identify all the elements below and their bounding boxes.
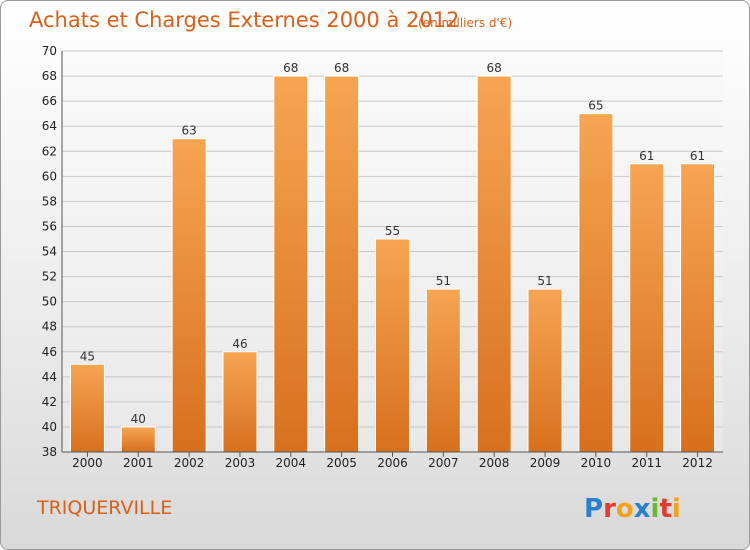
bar <box>69 363 105 453</box>
x-tick-label: 2000 <box>72 456 103 470</box>
x-tick-label: 2005 <box>326 456 357 470</box>
plot-area: 38 40 42 44 46 48 50 52 54 56 58 60 62 64 66 68 70 2000 20… <box>42 44 723 470</box>
logo-letter: o <box>616 494 634 524</box>
y-tick-label: 54 <box>42 245 57 259</box>
bar <box>578 113 614 453</box>
logo-letter: r <box>603 494 616 524</box>
bar <box>425 288 461 453</box>
bar <box>120 426 156 453</box>
data-label: 45 <box>80 349 95 363</box>
x-tick-label: 2002 <box>174 456 205 470</box>
y-tick-label: 42 <box>42 395 57 409</box>
data-label: 68 <box>334 61 349 75</box>
y-tick-label: 48 <box>42 320 57 334</box>
x-tick-label: 2007 <box>428 456 459 470</box>
logo-letter: i <box>672 494 681 524</box>
bar <box>324 75 360 453</box>
bar <box>629 163 665 453</box>
x-tick-label: 2003 <box>225 456 256 470</box>
x-tick-label: 2009 <box>530 456 561 470</box>
chart-subtitle: (en milliers d'€) <box>418 16 512 30</box>
y-tick-label: 60 <box>42 169 57 183</box>
logo-letter: x <box>634 494 651 524</box>
data-label: 51 <box>537 274 552 288</box>
y-tick-label: 46 <box>42 345 57 359</box>
y-tick-label: 56 <box>42 219 57 233</box>
commune-name: TRIQUERVILLE <box>36 497 172 519</box>
data-label: 51 <box>436 274 451 288</box>
logo-letter: P <box>584 494 603 524</box>
bar <box>222 351 258 453</box>
y-tick-label: 44 <box>42 370 57 384</box>
x-tick-label: 2008 <box>479 456 510 470</box>
data-label: 46 <box>232 337 247 351</box>
data-label: 40 <box>131 412 146 426</box>
proxiti-logo: Proxiti <box>584 494 681 524</box>
bar <box>680 163 716 453</box>
y-tick-label: 40 <box>42 420 57 434</box>
y-tick-label: 50 <box>42 295 57 309</box>
y-tick-label: 64 <box>42 119 57 133</box>
x-tick-label: 2010 <box>581 456 612 470</box>
logo-letter: t <box>659 494 671 524</box>
data-label: 63 <box>181 124 196 138</box>
y-tick-label: 70 <box>42 44 57 58</box>
bar <box>527 288 563 453</box>
x-tick-label: 2012 <box>682 456 713 470</box>
y-tick-label: 66 <box>42 94 57 108</box>
data-label: 68 <box>487 61 502 75</box>
data-label: 65 <box>588 99 603 113</box>
chart-title: Achats et Charges Externes 2000 à 2012 <box>29 8 459 32</box>
data-label: 68 <box>283 61 298 75</box>
x-tick-label: 2011 <box>631 456 662 470</box>
data-label: 55 <box>385 224 400 238</box>
y-tick-label: 38 <box>42 445 57 459</box>
y-tick-label: 62 <box>42 144 57 158</box>
y-tick-label: 58 <box>42 194 57 208</box>
bar <box>273 75 309 453</box>
x-tick-label: 2004 <box>276 456 307 470</box>
x-tick-label: 2001 <box>123 456 154 470</box>
logo-letter: i <box>651 494 660 524</box>
y-tick-label: 52 <box>42 270 57 284</box>
x-tick-label: 2006 <box>377 456 408 470</box>
bar <box>171 138 207 453</box>
data-label: 61 <box>639 149 654 163</box>
bar <box>375 238 410 453</box>
data-label: 61 <box>690 149 705 163</box>
y-tick-label: 68 <box>42 69 57 83</box>
bar <box>476 75 512 453</box>
